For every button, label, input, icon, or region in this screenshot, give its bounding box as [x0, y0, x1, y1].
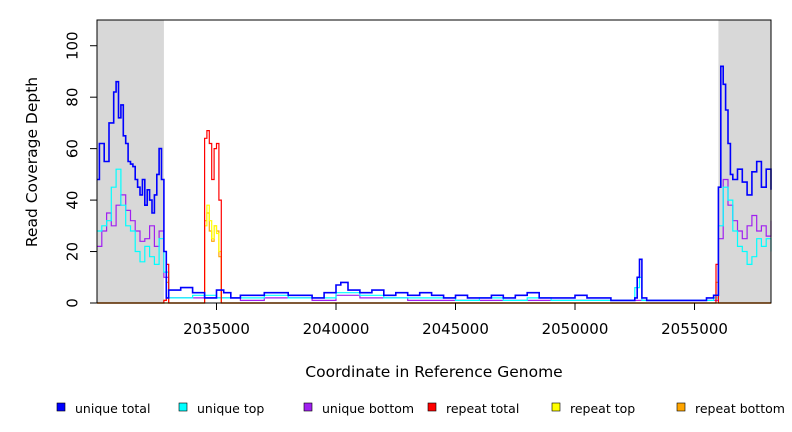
- legend-swatch-repeat-total: [427, 402, 437, 412]
- legend-label-unique-top: unique top: [197, 401, 264, 416]
- legend: unique total unique top unique bottom repea…: [56, 401, 785, 416]
- x-tick-label: 2040000: [303, 320, 370, 338]
- series-line-unique-top: [97, 168, 772, 301]
- y-tick-label: 80: [63, 88, 81, 107]
- y-tick-label: 60: [63, 139, 81, 158]
- legend-swatch-unique-total: [56, 402, 66, 412]
- series-line-repeat-total: [97, 130, 771, 304]
- series-line-repeat-bottom: [97, 212, 771, 304]
- y-tick-label: 40: [63, 191, 81, 210]
- series-line-unique-total: [97, 65, 772, 302]
- legend-swatch-unique-top: [178, 402, 188, 412]
- series-lines: [97, 65, 772, 304]
- shaded-region-1: [718, 20, 771, 303]
- legend-swatch-repeat-bottom: [676, 402, 686, 412]
- y-tick-label: 20: [63, 242, 81, 261]
- x-tick-label: 2055000: [661, 320, 728, 338]
- series-line-repeat-top: [97, 204, 771, 304]
- legend-label-repeat-total: repeat total: [446, 401, 519, 416]
- legend-swatch-repeat-top: [551, 402, 561, 412]
- series-line-unique-bottom: [97, 178, 772, 301]
- x-axis-title: Coordinate in Reference Genome: [305, 363, 562, 381]
- y-tick-label: 0: [63, 298, 81, 308]
- x-tick-label: 2050000: [542, 320, 609, 338]
- legend-label-repeat-top: repeat top: [570, 401, 635, 416]
- shaded-regions: [97, 20, 771, 303]
- x-tick-label: 2035000: [183, 320, 250, 338]
- y-axis: 0 20 40 60 80 100: [63, 31, 98, 308]
- x-axis: 2035000 2040000 2045000 2050000 2055000: [183, 302, 728, 338]
- y-axis-title: Read Coverage Depth: [23, 77, 41, 247]
- y-tick-label: 100: [63, 31, 81, 60]
- legend-label-unique-bottom: unique bottom: [322, 401, 414, 416]
- x-tick-label: 2045000: [422, 320, 489, 338]
- plot-frame: [96, 19, 772, 304]
- legend-swatch-unique-bottom: [303, 402, 313, 412]
- legend-label-unique-total: unique total: [75, 401, 150, 416]
- legend-label-repeat-bottom: repeat bottom: [695, 401, 785, 416]
